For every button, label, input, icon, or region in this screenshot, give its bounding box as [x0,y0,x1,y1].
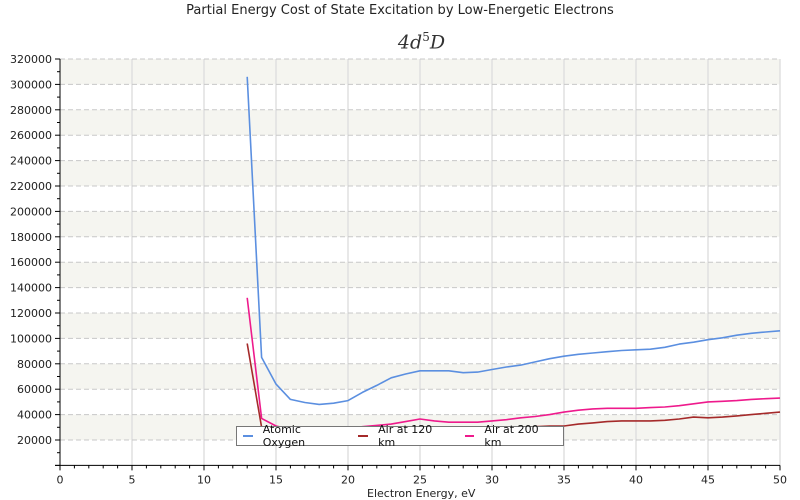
y-tick-label: 20000 [17,434,52,447]
x-tick-label: 15 [269,473,283,486]
y-tick-label: 320000 [10,53,52,66]
y-tick-label: 200000 [10,205,52,218]
y-tick-label: 240000 [10,155,52,168]
y-tick-label: 120000 [10,307,52,320]
y-tick-label: 220000 [10,180,52,193]
x-tick-label: 45 [701,473,715,486]
y-tick-label: 80000 [17,358,52,371]
legend-item-atomic-oxygen[interactable]: Atomic Oxygen [243,423,344,449]
y-tick-label: 40000 [17,409,52,422]
y-tick-label: 300000 [10,78,52,91]
axes: 20000 40000 60000 80000 100000 120000 140000 16… [10,53,787,486]
chart-subtitle: 4d5D [0,30,800,53]
gridlines [60,58,781,466]
y-tick-label: 260000 [10,129,52,142]
y-tick-label: 280000 [10,104,52,117]
x-tick-label: 20 [341,473,355,486]
legend: Atomic Oxygen Air at 120 km Air at 200 k… [236,423,564,449]
legend-item-air-200km[interactable]: Air at 200 km [464,423,557,449]
y-tick-label: 180000 [10,231,52,244]
x-tick-label: 10 [197,473,211,486]
y-tick-label: 60000 [17,383,52,396]
x-tick-label: 30 [485,473,499,486]
legend-label: Air at 200 km [484,423,539,449]
subtitle-tail: D [429,31,446,54]
x-tick-label: 25 [413,473,427,486]
legend-swatch [243,435,253,437]
y-tick-label: 160000 [10,256,52,269]
chart-title: Partial Energy Cost of State Excitation … [186,3,614,18]
series-line-atomic-oxygen [246,76,781,406]
x-tick-label: 5 [129,473,136,486]
subtitle-superscript: 5 [422,30,430,44]
legend-label: Air at 120 km [378,423,433,449]
x-tick-label: 35 [557,473,571,486]
legend-swatch [358,435,369,437]
x-tick-label: 50 [773,473,787,486]
x-tick-label: 0 [57,473,64,486]
x-axis-label: Electron Energy, eV [367,487,476,500]
legend-label: Atomic Oxygen [262,423,306,449]
y-tick-label: 100000 [10,332,52,345]
legend-item-air-120km[interactable]: Air at 120 km [358,423,450,449]
x-tick-label: 40 [629,473,643,486]
y-tick-label: 140000 [10,282,52,295]
subtitle-base: 4d [397,31,423,54]
legend-swatch [464,435,475,437]
